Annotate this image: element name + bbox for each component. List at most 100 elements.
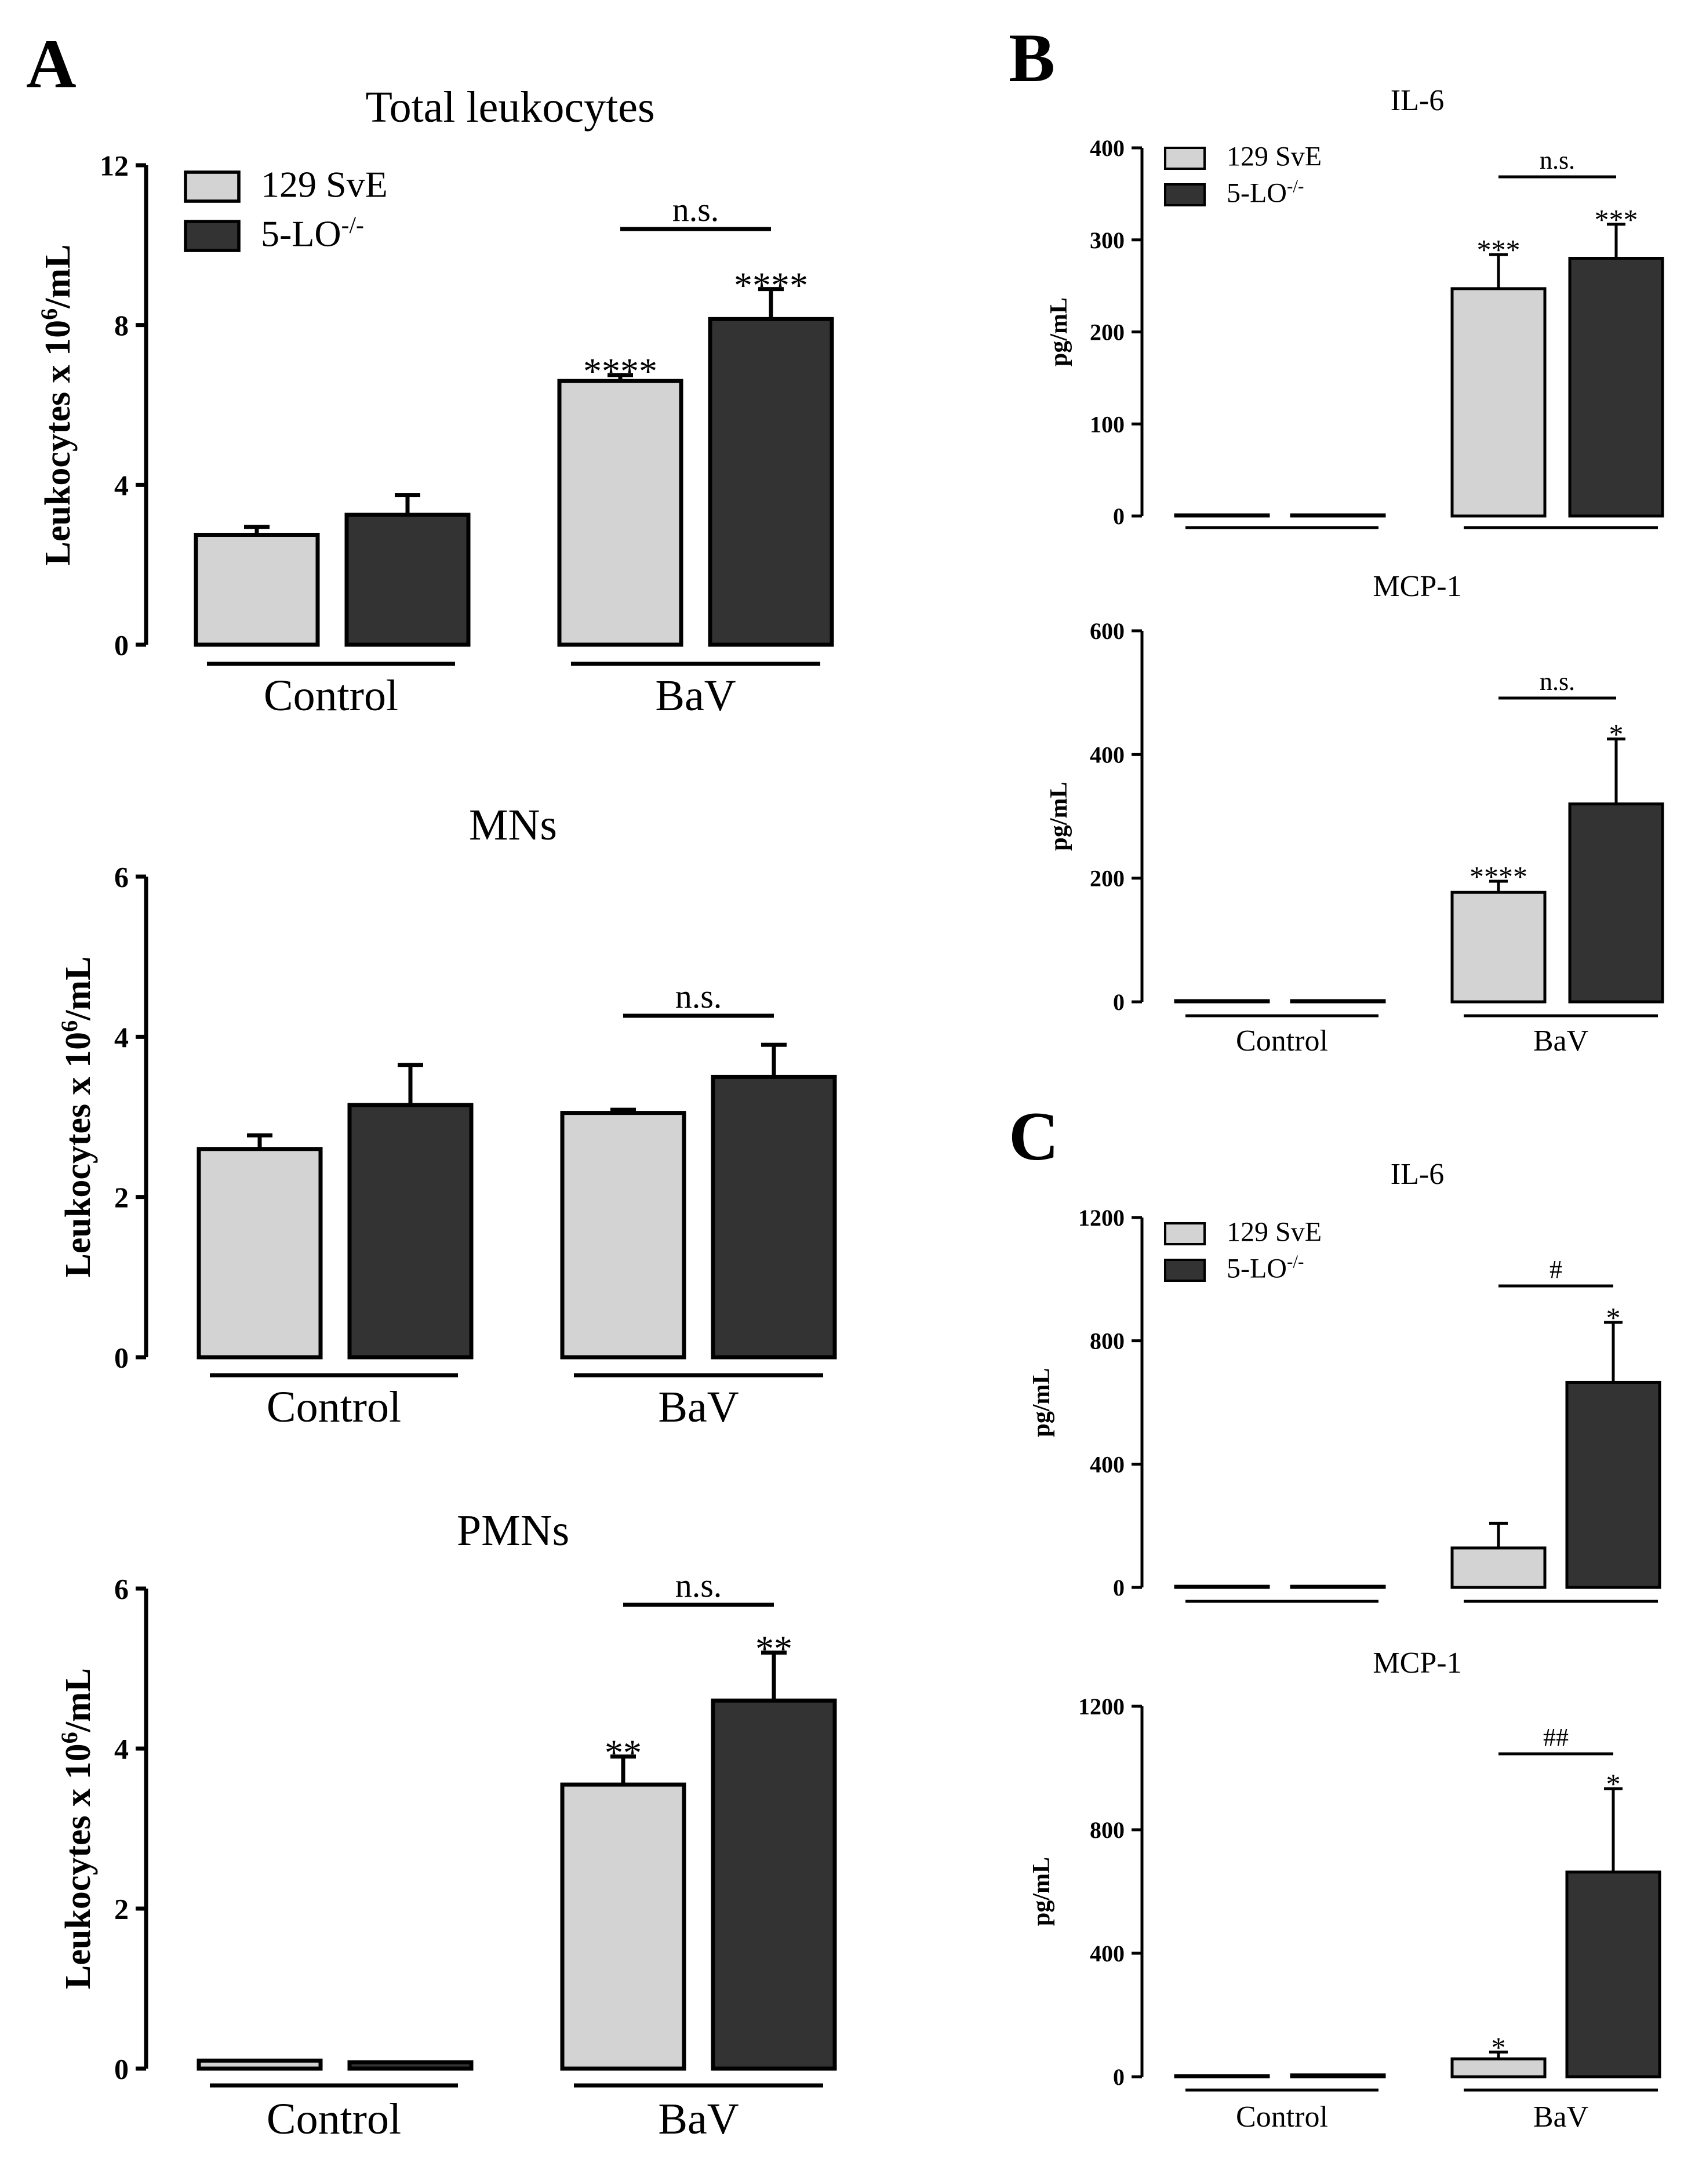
y-tick-label: 6 [114, 1573, 129, 1605]
bar-5lo-ko [344, 513, 471, 647]
y-axis-label: pg/mL [1028, 1857, 1055, 1926]
y-tick-label: 1200 [1078, 1205, 1125, 1231]
legend-swatch-129sve [1164, 1222, 1206, 1245]
y-tick-label: 100 [1090, 411, 1125, 437]
bar-5lo-ko [347, 2060, 474, 2071]
legend: 129 SvE 5-LO-/- [1164, 141, 1322, 209]
y-tick-label: 400 [1090, 135, 1125, 161]
category-label-bav: BaV [658, 1383, 739, 1431]
category-label-control: Control [1236, 2101, 1328, 2134]
chart-title: MCP-1 [1373, 570, 1461, 603]
comparison-label: # [1549, 1255, 1562, 1284]
y-tick-label: 0 [1113, 503, 1125, 529]
y-axis-label: pg/mL [1046, 297, 1072, 366]
legend-label-5lo-ko: 5-LO-/- [261, 212, 364, 255]
y-tick-label: 300 [1090, 227, 1125, 253]
category-label-control: Control [267, 2095, 401, 2143]
bar-5lo-ko [1568, 257, 1664, 518]
bar-5lo-ko [1565, 1870, 1661, 2078]
chart-a1: Total leukocytes 0 4 8 12 Leukocytes x 106/mL… [36, 83, 834, 720]
comparison-label: n.s. [675, 1567, 722, 1604]
y-tick-label: 8 [114, 309, 129, 341]
y-tick-label: 400 [1090, 1940, 1125, 1967]
panel-label-b: B [1009, 19, 1055, 96]
bar-5lo-ko [1290, 999, 1386, 1004]
legend-label-5lo-ko: 5-LO-/- [1227, 1251, 1304, 1284]
panel-label-c: C [1009, 1098, 1059, 1175]
chart-title: PMNs [457, 1506, 569, 1555]
y-tick-label: 0 [114, 1342, 129, 1374]
chart-a3: PMNs 0 2 4 6 Leukocytes x 106/mL ** ** n.s. Contr… [56, 1506, 837, 2143]
legend-swatch-5lo-ko [184, 220, 241, 252]
bar-129sve [560, 1782, 686, 2071]
y-tick-label: 400 [1090, 1451, 1125, 1477]
bar-129sve [557, 379, 683, 647]
y-tick-label: 0 [1113, 2064, 1125, 2090]
significance-stars: * [1492, 2031, 1506, 2063]
y-tick-label: 0 [1113, 989, 1125, 1015]
y-tick-label: 6 [114, 861, 129, 893]
legend-swatch-129sve [1164, 147, 1206, 170]
legend-label-129sve: 129 SvE [1227, 1217, 1322, 1248]
chart-c2: MCP-1 0 400 800 1200 pg/mL * * ## Control BaV [1028, 1647, 1661, 2134]
y-tick-label: 0 [114, 2053, 129, 2085]
bar-129sve [1450, 2057, 1547, 2078]
chart-b1: IL-6 0 100 200 300 400 pg/mL *** *** n.s. 129 SvE 5… [1046, 84, 1664, 529]
y-tick-label: 200 [1090, 866, 1125, 892]
bar-129sve [1450, 1546, 1547, 1589]
bar-129sve [197, 2058, 323, 2071]
chart-title: MCP-1 [1373, 1647, 1461, 1680]
y-tick-label: 4 [114, 1021, 129, 1053]
significance-stars: **** [1470, 860, 1527, 893]
bar-5lo-ko [1565, 1380, 1661, 1589]
bar-129sve [1174, 513, 1270, 518]
y-axis-label: Leukocytes x 106/mL [56, 1668, 99, 1989]
category-label-control: Control [267, 1383, 401, 1431]
category-label-bav: BaV [655, 671, 736, 720]
category-label-control: Control [1236, 1024, 1328, 1058]
y-tick-label: 4 [114, 1733, 129, 1765]
y-tick-label: 0 [114, 629, 129, 662]
comparison-label: n.s. [675, 977, 722, 1015]
category-label-bav: BaV [658, 2095, 739, 2143]
y-tick-label: 200 [1090, 319, 1125, 346]
y-tick-label: 800 [1090, 1817, 1125, 1843]
significance-stars: ** [605, 1732, 642, 1774]
y-tick-label: 800 [1090, 1328, 1125, 1354]
bar-129sve [1450, 891, 1547, 1004]
significance-stars: **** [583, 351, 657, 392]
bar-129sve [194, 532, 320, 647]
bar-5lo-ko [347, 1103, 474, 1360]
y-tick-label: 4 [114, 469, 129, 502]
significance-stars: * [1606, 1768, 1621, 1800]
category-label-bav: BaV [1533, 2101, 1588, 2134]
chart-title: Total leukocytes [365, 83, 654, 132]
legend-swatch-5lo-ko [1164, 1259, 1206, 1282]
comparison-label: n.s. [672, 191, 719, 228]
comparison-label: ## [1543, 1723, 1569, 1751]
comparison-label: n.s. [1540, 146, 1575, 175]
y-tick-label: 600 [1090, 618, 1125, 644]
chart-title: IL-6 [1391, 84, 1444, 117]
legend-label-129sve: 129 SvE [1227, 141, 1322, 172]
significance-stars: **** [734, 264, 808, 306]
comparison-label: n.s. [1540, 667, 1575, 696]
y-axis-label: pg/mL [1046, 782, 1072, 851]
panel-label-a: A [26, 25, 77, 102]
category-label-control: Control [264, 671, 398, 720]
chart-a2: MNs 0 2 4 6 Leukocytes x 106/mL n.s. Control BaV [56, 801, 837, 1431]
y-tick-label: 1200 [1078, 1694, 1125, 1720]
bar-5lo-ko [1568, 802, 1664, 1004]
y-tick-label: 12 [100, 150, 129, 182]
chart-title: IL-6 [1391, 1158, 1444, 1191]
legend-label-5lo-ko: 5-LO-/- [1227, 176, 1304, 209]
bar-129sve [1450, 287, 1547, 518]
bar-129sve [1174, 999, 1270, 1004]
legend-swatch-5lo-ko [1164, 183, 1206, 206]
significance-stars: *** [1595, 203, 1638, 235]
